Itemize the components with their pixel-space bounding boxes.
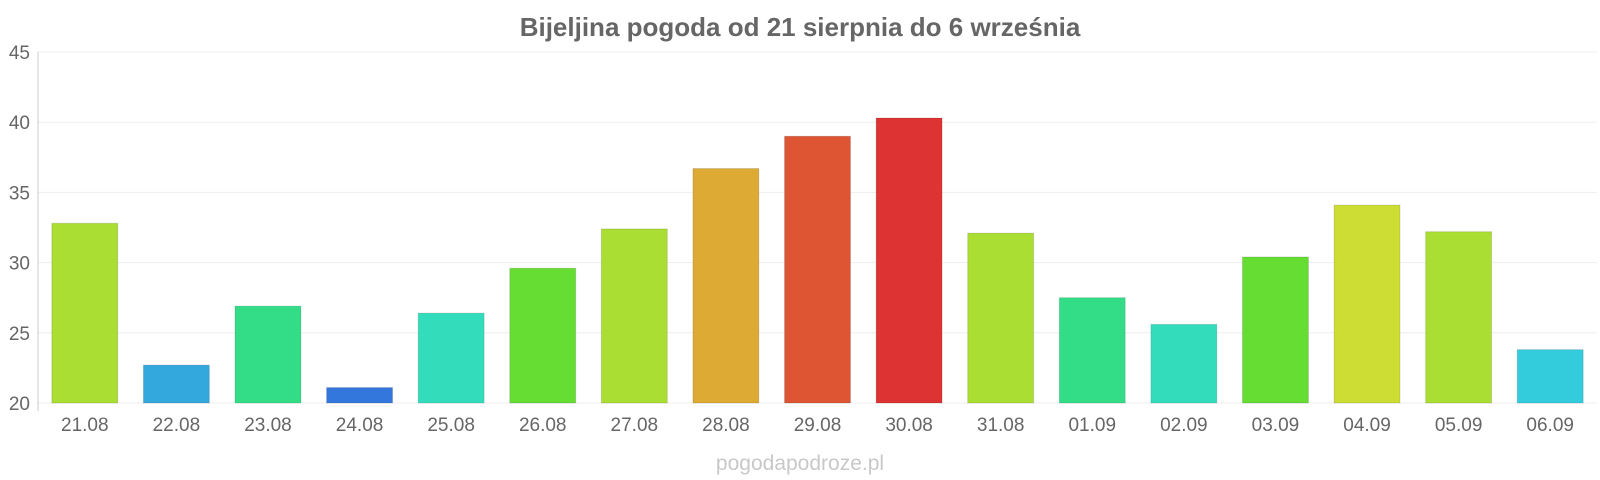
x-tick-label: 05.09 — [1435, 415, 1483, 436]
x-axis-ticks: 21.08 22.08 23.08 24.08 25.08 26.08 27.08 28.08… — [61, 415, 1574, 436]
bar-02.09[interactable] — [1150, 323, 1218, 404]
x-tick-label: 23.08 — [244, 415, 292, 436]
x-tick-label: 04.09 — [1343, 415, 1391, 436]
watermark: pogodapodroze.pl — [716, 452, 884, 475]
y-tick-label: 40 — [9, 113, 30, 134]
x-tick-label: 31.08 — [977, 415, 1025, 436]
bar-28.08[interactable] — [692, 168, 760, 404]
x-tick-label: 24.08 — [336, 415, 384, 436]
bar-03.09[interactable] — [1241, 256, 1309, 404]
x-tick-label: 06.09 — [1526, 415, 1574, 436]
bar-26.08[interactable] — [509, 267, 577, 404]
y-tick-label: 45 — [9, 43, 30, 64]
x-tick-label: 28.08 — [702, 415, 750, 436]
x-tick-label: 02.09 — [1160, 415, 1208, 436]
y-axis-ticks: 20 25 30 35 40 45 — [9, 43, 30, 415]
bar-04.09[interactable] — [1333, 204, 1401, 404]
y-tick-label: 35 — [9, 183, 30, 204]
x-tick-label: 26.08 — [519, 415, 567, 436]
bar-31.08[interactable] — [967, 232, 1035, 404]
bars — [51, 117, 1584, 404]
x-tick-label: 21.08 — [61, 415, 109, 436]
x-tick-label: 27.08 — [611, 415, 659, 436]
y-tick-label: 25 — [9, 324, 30, 345]
bar-23.08[interactable] — [234, 305, 302, 404]
bar-06.09[interactable] — [1516, 349, 1584, 404]
bar-22.08[interactable] — [142, 364, 210, 404]
x-tick-label: 22.08 — [153, 415, 201, 436]
y-tick-label: 20 — [9, 394, 30, 415]
bar-29.08[interactable] — [784, 135, 851, 404]
bar-01.09[interactable] — [1058, 297, 1126, 404]
x-tick-label: 30.08 — [885, 415, 933, 436]
chart-title: Bijeljina pogoda od 21 sierpnia do 6 wrz… — [520, 12, 1081, 42]
x-tick-label: 03.09 — [1252, 415, 1300, 436]
y-tick-label: 30 — [9, 254, 30, 275]
bar-05.09[interactable] — [1425, 231, 1493, 404]
bar-27.08[interactable] — [600, 228, 668, 404]
x-tick-label: 25.08 — [427, 415, 475, 436]
bar-21.08[interactable] — [51, 222, 119, 404]
bar-25.08[interactable] — [417, 312, 485, 404]
x-tick-label: 01.09 — [1068, 415, 1116, 436]
bar-30.08[interactable] — [875, 117, 943, 404]
x-tick-label: 29.08 — [794, 415, 842, 436]
bar-24.08[interactable] — [326, 387, 394, 404]
